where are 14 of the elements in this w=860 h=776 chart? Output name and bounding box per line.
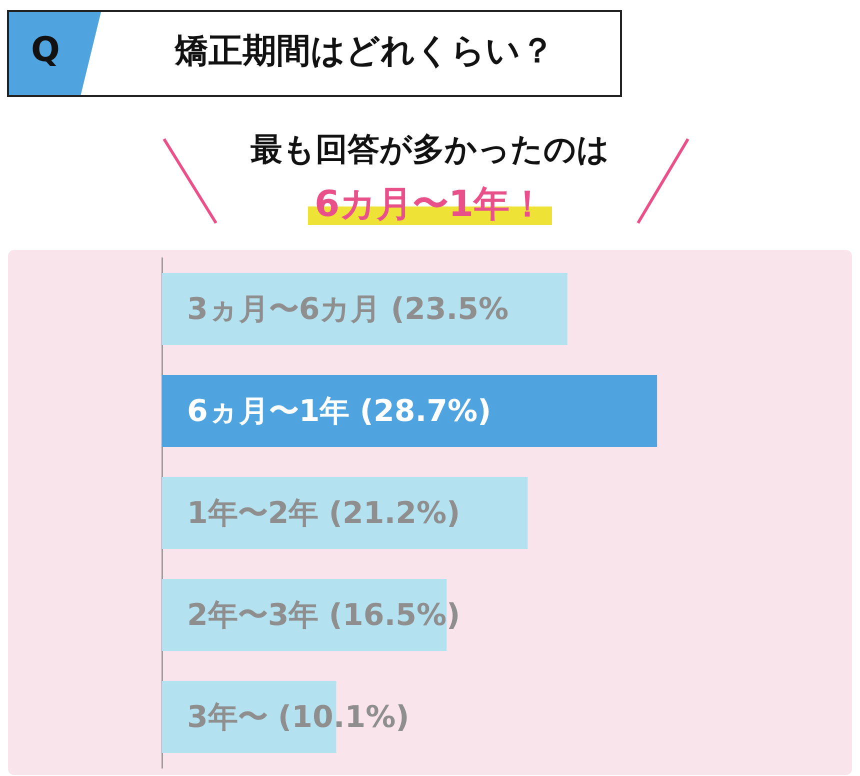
- data-label: (23.5%: [390, 292, 509, 327]
- y-tick-label: 2年〜3年: [187, 598, 319, 633]
- y-tick-label: 3年〜: [187, 700, 268, 735]
- y-tick-label: 3ヵ月〜6カ月: [187, 292, 381, 327]
- bar: [162, 374, 658, 448]
- data-label: (28.7%): [360, 394, 492, 429]
- y-tick-label: 6ヵ月〜1年: [187, 394, 350, 429]
- chart-subtitle: 最も回答が多かったのは: [250, 129, 610, 170]
- data-label: (21.2%): [328, 496, 460, 531]
- bar: [162, 476, 528, 550]
- bar: [162, 272, 568, 346]
- chart-title: 矯正期間はどれくらい？: [173, 30, 556, 73]
- text: Q: [31, 30, 60, 70]
- y-tick-label: 1年〜2年: [187, 496, 319, 531]
